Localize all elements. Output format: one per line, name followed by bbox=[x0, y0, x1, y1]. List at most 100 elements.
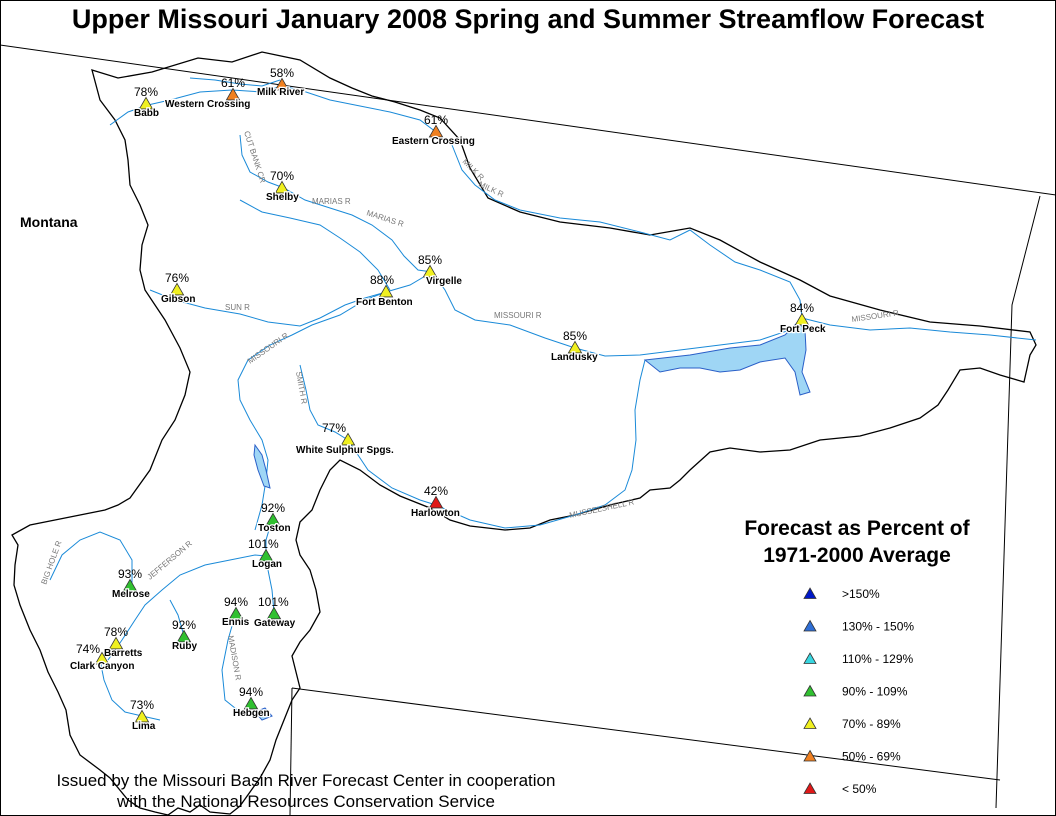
station-triangle-icon bbox=[265, 512, 281, 526]
station-triangle-icon bbox=[108, 636, 124, 650]
station-forecast-percent: 42% bbox=[424, 484, 448, 498]
legend-label: 70% - 89% bbox=[842, 717, 901, 731]
smith-river bbox=[299, 364, 349, 441]
canada-border-line bbox=[0, 44, 1056, 196]
station-name: Gateway bbox=[254, 618, 296, 629]
station-white-sulphur-spgs: 77% White Sulphur Spgs. bbox=[295, 421, 395, 457]
station-forecast-percent: 73% bbox=[130, 698, 154, 712]
station-forecast-percent: 70% bbox=[270, 169, 294, 183]
legend-label: 130% - 150% bbox=[842, 620, 914, 634]
station-name: Shelby bbox=[266, 192, 299, 203]
river-label-cut-bank: CUT BANK CR bbox=[242, 130, 267, 184]
legend-item: 70% - 89% bbox=[803, 717, 901, 731]
station-forecast-percent: 88% bbox=[370, 273, 394, 287]
legend-item: 90% - 109% bbox=[803, 685, 908, 699]
st-mary-river bbox=[109, 85, 437, 133]
station-name: White Sulphur Spgs. bbox=[296, 445, 394, 456]
river-label-missouri-2: MISSOURI R bbox=[494, 311, 542, 320]
legend-triangle-icon bbox=[803, 652, 817, 664]
station-shelby: 70% Shelby bbox=[265, 169, 301, 204]
station-fort-benton: 88% Fort Benton bbox=[355, 273, 414, 309]
station-lima: 73% Lima bbox=[130, 698, 157, 733]
milk-river bbox=[435, 131, 803, 319]
station-harlowton: 42% Harlowton bbox=[410, 484, 461, 520]
legend-label: 90% - 109% bbox=[842, 685, 908, 699]
station-triangle-icon bbox=[567, 340, 583, 354]
station-gibson: 76% Gibson bbox=[160, 271, 197, 306]
station-triangle-icon bbox=[134, 709, 150, 723]
river-label-marias-2: MARIAS R bbox=[365, 208, 405, 229]
station-forecast-percent: 94% bbox=[224, 595, 248, 609]
station-triangle-icon bbox=[138, 96, 154, 110]
legend-title-line1: Forecast as Percent of bbox=[744, 517, 970, 540]
station-name: Western Crossing bbox=[165, 99, 250, 110]
legend-item: >150% bbox=[803, 587, 880, 601]
station-babb: 78% Babb bbox=[133, 85, 161, 120]
fort-peck-reservoir bbox=[643, 321, 811, 396]
river-label-milk-2: MILK R bbox=[477, 180, 505, 200]
station-melrose: 93% Melrose bbox=[111, 567, 152, 601]
musselshell-river bbox=[347, 359, 646, 529]
legend-triangle-icon bbox=[803, 749, 817, 762]
issuer-line1: Issued by the Missouri Basin River Forec… bbox=[56, 771, 556, 790]
station-name: Gibson bbox=[161, 294, 195, 305]
station-forecast-percent: 85% bbox=[418, 253, 442, 267]
station-forecast-percent: 84% bbox=[790, 301, 814, 315]
station-barretts: 78% Barretts bbox=[103, 625, 144, 660]
station-toston: 92% Toston bbox=[257, 501, 292, 535]
station-triangle-icon bbox=[243, 696, 259, 710]
station-name: Landusky bbox=[551, 352, 598, 363]
station-forecast-percent: 93% bbox=[118, 567, 142, 581]
legend-title-line2: 1971-2000 Average bbox=[763, 544, 951, 567]
station-forecast-percent: 76% bbox=[165, 271, 189, 285]
station-triangle-icon bbox=[340, 432, 356, 446]
station-name: Hebgen bbox=[233, 708, 270, 719]
river-label-marias-1: MARIAS R bbox=[312, 197, 351, 206]
river-label-smith: SMITH R bbox=[294, 371, 309, 405]
river-label-jefferson: JEFFERSON R bbox=[146, 539, 195, 582]
missouri-lower bbox=[801, 317, 1037, 341]
legend-label: < 50% bbox=[842, 782, 877, 796]
river-label-missouri-3: MISSOURI R bbox=[851, 308, 900, 324]
station-name: Milk River bbox=[257, 87, 304, 98]
canyon-ferry-reservoir bbox=[253, 443, 271, 489]
station-forecast-percent: 61% bbox=[424, 113, 448, 127]
station-triangle-icon bbox=[428, 495, 444, 509]
station-name: Babb bbox=[134, 108, 159, 119]
jefferson-river bbox=[107, 554, 267, 661]
river-label-milk-1: MILK R bbox=[461, 157, 486, 182]
river-label-madison: MADISON R bbox=[226, 635, 243, 681]
river-label-missouri-1: MISSOURI R bbox=[246, 331, 290, 366]
legend-label: 110% - 129% bbox=[842, 652, 913, 666]
station-triangle-icon bbox=[169, 282, 185, 296]
missouri-upper bbox=[237, 271, 433, 531]
station-triangle-icon bbox=[258, 548, 274, 562]
legend-triangle-icon bbox=[803, 587, 817, 599]
map-title: Upper Missouri January 2008 Spring and S… bbox=[71, 4, 985, 34]
gallatin-river bbox=[265, 555, 275, 613]
station-triangle-icon bbox=[794, 312, 810, 326]
station-forecast-percent: 92% bbox=[261, 501, 285, 515]
station-milk-river: 58% Milk River bbox=[256, 66, 306, 99]
station-forecast-percent: 101% bbox=[248, 537, 279, 551]
legend-triangle-icon bbox=[803, 619, 817, 632]
station-eastern-crossing: 61% Eastern Crossing bbox=[391, 113, 476, 148]
legend-title: Forecast as Percent of 1971-2000 Average bbox=[712, 515, 1002, 569]
state-border-east bbox=[995, 195, 1041, 809]
madison-river bbox=[221, 611, 256, 717]
station-name: Virgelle bbox=[426, 276, 462, 287]
legend-item: 110% - 129% bbox=[803, 652, 913, 666]
big-hole-river bbox=[49, 531, 133, 585]
station-logan: 101% Logan bbox=[248, 537, 283, 571]
station-forecast-percent: 58% bbox=[270, 66, 294, 80]
missouri-middle bbox=[431, 271, 803, 357]
forecast-stations: 78% Babb 61% Western Crossing 58% Milk River 6… bbox=[69, 66, 828, 733]
milk-headwater bbox=[189, 77, 281, 87]
station-triangle-icon bbox=[225, 87, 241, 101]
hebgen-lake bbox=[254, 707, 273, 721]
station-forecast-percent: 78% bbox=[134, 85, 158, 99]
station-name: Fort Peck bbox=[780, 324, 826, 335]
rivers bbox=[49, 77, 1037, 721]
